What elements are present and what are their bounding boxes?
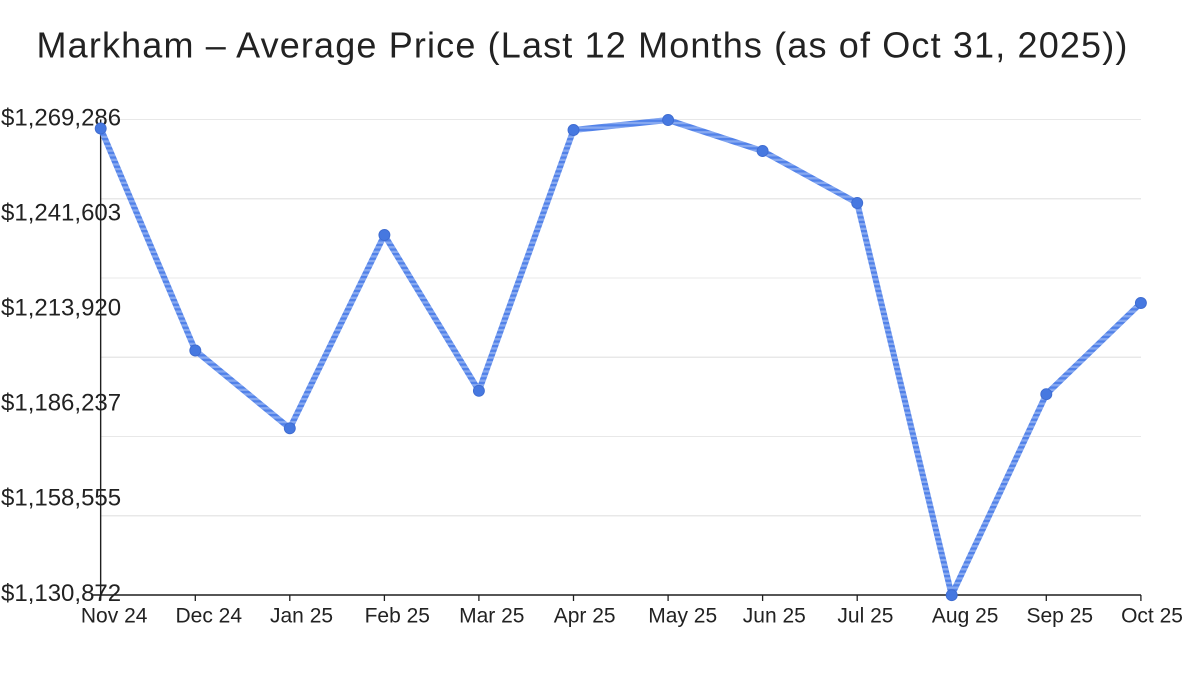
svg-text:May 25: May 25 (648, 605, 717, 628)
svg-text:Apr 25: Apr 25 (554, 605, 616, 628)
svg-text:$1,186,237: $1,186,237 (1, 390, 121, 417)
svg-text:Jun 25: Jun 25 (743, 605, 806, 628)
svg-text:$1,241,603: $1,241,603 (1, 200, 121, 227)
svg-text:Oct 25: Oct 25 (1121, 605, 1183, 628)
svg-text:Markham – Average Price (Last: Markham – Average Price (Last 12 Months … (37, 25, 1129, 66)
svg-text:Jul 25: Jul 25 (837, 605, 893, 628)
svg-text:Jan 25: Jan 25 (270, 605, 333, 628)
svg-text:Sep 25: Sep 25 (1027, 605, 1094, 628)
svg-text:$1,158,555: $1,158,555 (1, 485, 121, 512)
svg-text:Nov 24: Nov 24 (81, 605, 148, 628)
svg-text:$1,213,920: $1,213,920 (1, 295, 121, 322)
svg-text:Feb 25: Feb 25 (365, 605, 430, 628)
svg-text:Dec 24: Dec 24 (176, 605, 243, 628)
svg-text:Aug 25: Aug 25 (932, 605, 999, 628)
svg-text:$1,130,872: $1,130,872 (1, 580, 121, 607)
svg-text:Mar 25: Mar 25 (459, 605, 524, 628)
